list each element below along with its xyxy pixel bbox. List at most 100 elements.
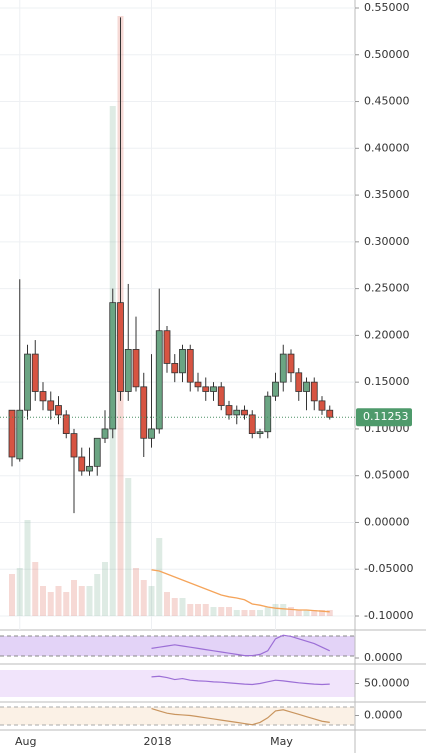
x-tick-label: May [270,735,293,748]
volume-bar [94,574,101,616]
volume-bar [311,610,318,616]
volume-bar [249,610,256,616]
pane-band [0,670,355,697]
y-tick-label: 0.50000 [364,48,410,61]
indicator-line [151,708,330,726]
candle-body [101,428,109,439]
indicator-tick-label: 50.0000 [364,677,410,690]
y-tick-label: 0.00000 [364,515,410,528]
last-price-box [356,408,412,427]
candle-body [194,381,202,388]
candle-body [39,391,47,402]
candle-body [217,386,225,406]
y-tick-label: -0.10000 [364,609,413,622]
candle-body [295,372,303,392]
candle-body [132,349,140,388]
volume-bar [156,538,163,616]
volume-ma-line [151,569,330,613]
volume-bar [16,568,23,616]
volume-bar [326,610,333,616]
candle-body [318,400,326,411]
volume-bar [171,598,178,616]
candle-body [310,381,318,402]
candle-body [186,349,194,383]
y-tick-label: 0.35000 [364,188,410,201]
indicator-line [151,675,330,686]
candle-body [55,405,62,416]
volume-bar [218,607,225,616]
candle-body [8,409,16,458]
volume-bar [133,568,139,616]
candle-body [117,302,124,392]
volume-bar [40,586,46,616]
candle-body [155,330,163,430]
volume-bar [210,607,217,616]
volume-bar [202,604,209,616]
indicator-line [151,634,331,657]
volume-bar [24,520,31,616]
y-tick-label: 0.20000 [364,328,410,341]
last-price-label: 0.11253 [363,410,409,423]
volume-bar [55,586,62,616]
volume-bar [86,586,93,616]
candle-body [287,353,295,374]
volume-bar [78,586,85,616]
volume-bar [303,610,310,616]
candle-body [179,349,186,374]
candle-body [93,437,101,467]
volume-bar [272,604,279,616]
candle-body [124,349,132,392]
x-tick-label: Aug [15,735,36,748]
pane-band [0,636,355,656]
volume-bar [288,607,294,616]
volume-bar [148,586,155,616]
candle-body [70,433,78,458]
volume-bar [9,574,15,616]
volume-bar [257,610,263,616]
volume-bar [63,592,70,616]
candles [8,17,334,514]
volume-bar [140,580,147,616]
volume-bar [179,598,186,616]
candle-body [31,353,39,392]
candle-body [264,395,272,433]
candle-body [16,409,24,460]
candle-body [109,302,117,430]
candle-body [225,405,233,416]
y-tick-label: 0.55000 [364,1,410,14]
candle-body [140,386,148,439]
y-tick-label: 0.30000 [364,235,410,248]
candle-body [279,353,287,383]
volume-bar [102,562,108,616]
volume-bar [241,610,248,616]
candle-body [233,409,241,416]
x-tick-label: 2018 [144,735,172,748]
y-tick-label: 0.05000 [364,469,410,482]
volume-bar [32,562,39,616]
volume-bar [71,580,77,616]
candle-body [148,428,155,439]
candle-body [78,456,86,472]
y-tick-label: 0.45000 [364,95,410,108]
volume-bar [233,610,240,616]
candle-body [24,353,31,411]
volume-bar [264,607,271,616]
indicator-tick-label: 0.0000 [364,651,403,664]
candle-body [163,330,171,364]
volume-bar [195,604,201,616]
candle-body [210,386,217,392]
pane-band [0,707,355,725]
y-tick-label: 0.15000 [364,375,410,388]
candle-body [202,386,210,392]
volume-bar [319,610,325,616]
volume-bar [164,592,170,616]
candle-body [171,363,179,374]
candle-body [62,414,70,434]
candle-body [47,400,55,411]
indicator-tick-label: 0.0000 [364,709,403,722]
candle-body [248,414,256,434]
y-tick-label: 0.25000 [364,282,410,295]
y-tick-label: 0.40000 [364,141,410,154]
